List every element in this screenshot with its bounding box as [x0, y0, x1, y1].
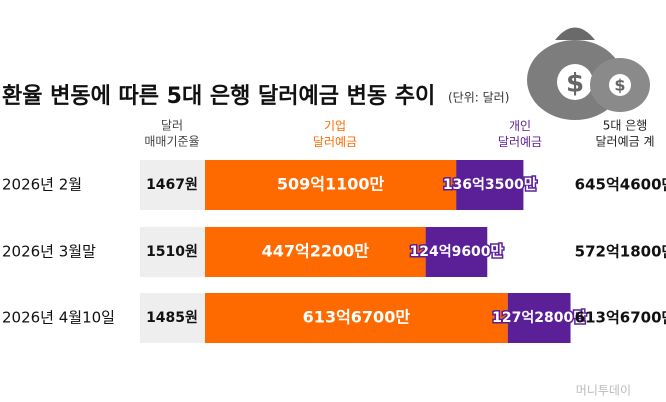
bar-segment [456, 160, 524, 210]
total-label: 613억6700만 [575, 309, 666, 327]
category-label: 2026년 2월 [2, 176, 82, 194]
rate-label: 1485원 [146, 310, 198, 326]
bar-segment [205, 227, 426, 277]
value-label: 613억6700만 [303, 308, 411, 327]
bar-segment [507, 293, 571, 343]
legend-line: 달러예금 [498, 135, 542, 149]
total-label: 572억1800만 [575, 243, 666, 261]
legend-line: 개인 [509, 119, 531, 133]
total-header: 5대 은행 [603, 118, 648, 133]
rate-cell [140, 293, 205, 343]
legend-line: 기업 [324, 119, 346, 133]
rate-cell [140, 160, 205, 210]
watermark: 머니투데이 [576, 384, 631, 398]
bar-segment [425, 227, 488, 277]
bar-segment [205, 293, 508, 343]
rate-header: 달러 [161, 119, 183, 133]
value-label: 124억9600만 [409, 244, 503, 260]
chart-title: 환율 변동에 따른 5대 은행 달러예금 변동 추이 [2, 84, 435, 109]
rate-label: 1510원 [146, 244, 198, 260]
value-label: 447억2200만 [262, 242, 370, 261]
rate-label: 1467원 [146, 177, 198, 193]
value-label: 127억2800만 [492, 310, 586, 326]
bar-segment [205, 160, 457, 210]
category-label: 2026년 4월10일 [2, 309, 115, 327]
category-label: 2026년 3월말 [2, 243, 96, 261]
rate-header: 매매기준율 [144, 135, 199, 149]
value-label: 509억1100만 [277, 175, 385, 194]
money-bags: $ $ [527, 27, 650, 120]
rate-cell [140, 227, 205, 277]
value-label: 136억3500만 [443, 177, 537, 193]
svg-text:$: $ [566, 69, 584, 99]
total-label: 645억4600만 [575, 176, 666, 194]
unit-label: (단위: 달러) [448, 91, 509, 105]
total-header: 달러예금 계 [595, 135, 654, 149]
legend-line: 달러예금 [313, 135, 357, 149]
svg-text:$: $ [614, 76, 625, 95]
